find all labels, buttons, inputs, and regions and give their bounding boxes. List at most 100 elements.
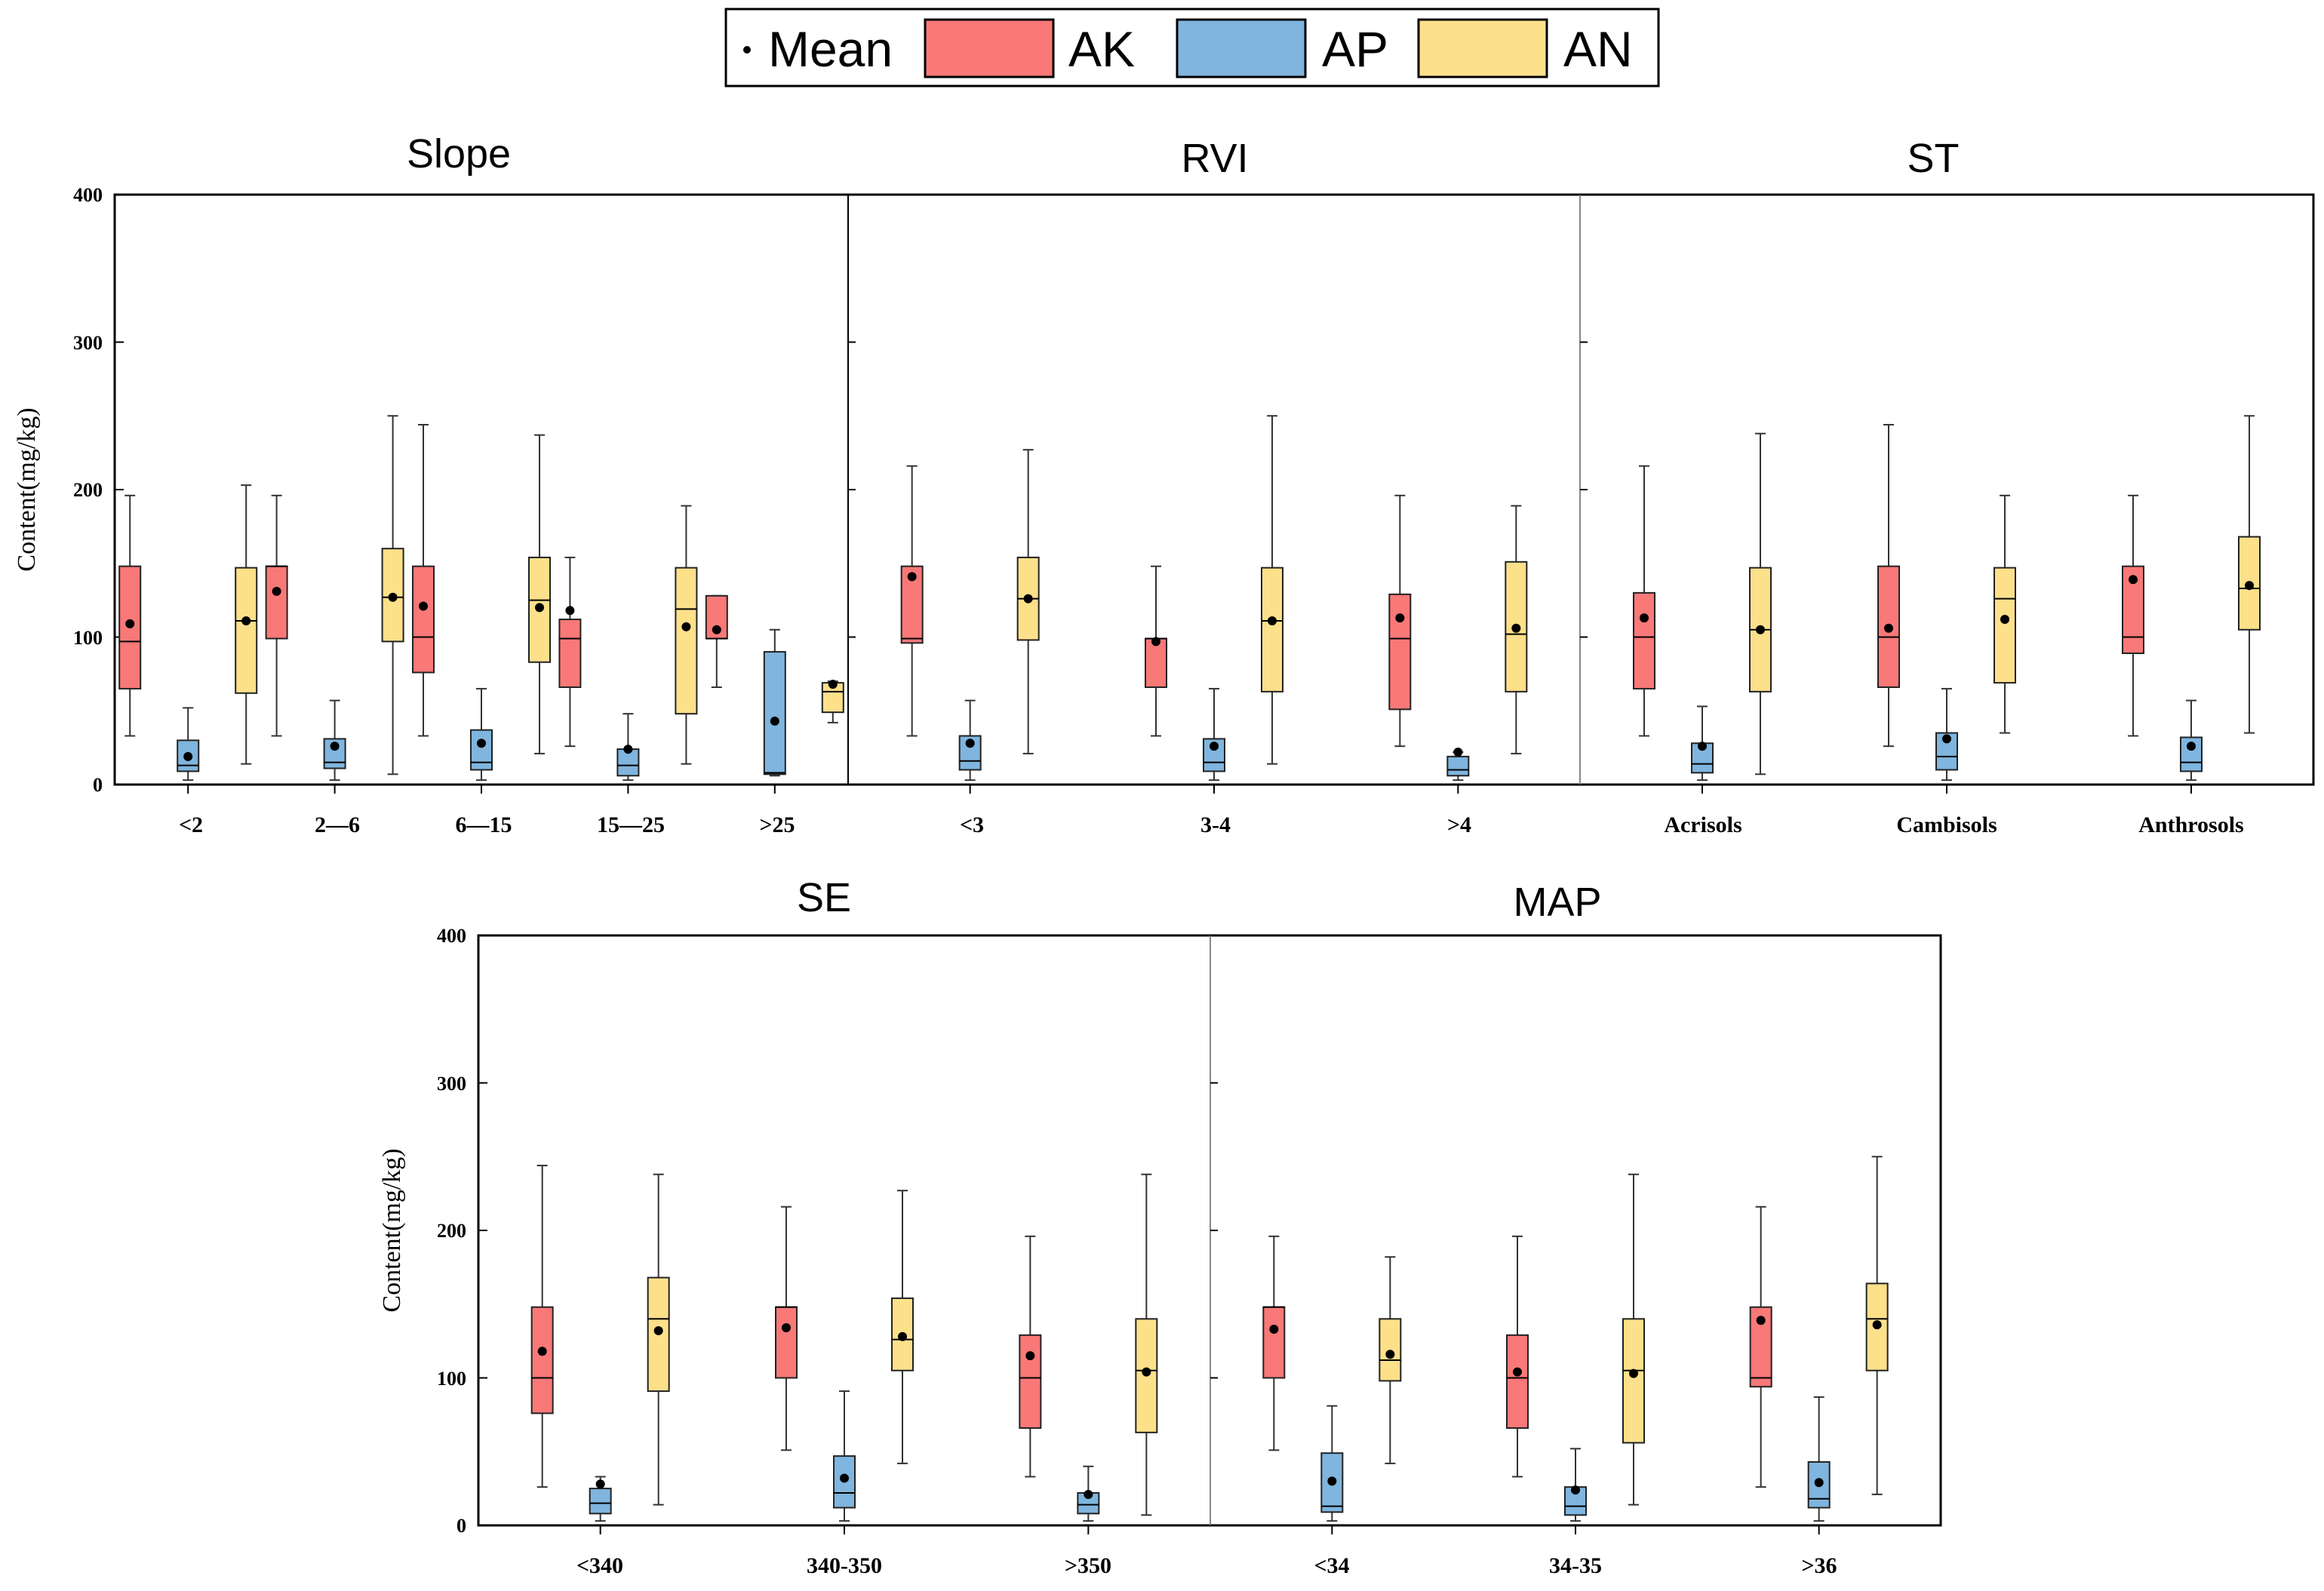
ap-box bbox=[1446, 755, 1470, 777]
panel-title-map: MAP bbox=[1513, 880, 1601, 925]
category-label: >36 bbox=[1801, 1553, 1837, 1578]
category-label: Acrisols bbox=[1664, 812, 1741, 837]
ak-box bbox=[1262, 1306, 1286, 1379]
ak-mean-dot bbox=[782, 1323, 791, 1333]
legend-ak-swatch bbox=[924, 18, 1055, 78]
boxplot-marks bbox=[115, 194, 2261, 1534]
legend-mean-label: Mean bbox=[768, 21, 893, 77]
legend-an-label: AN bbox=[1563, 21, 1633, 77]
ak-mean-dot bbox=[1395, 613, 1405, 623]
ak-mean-dot bbox=[907, 572, 917, 582]
y-tick-label: 400 bbox=[73, 184, 103, 206]
y-tick-label: 300 bbox=[437, 1073, 466, 1095]
category-label: 6—15 bbox=[456, 812, 512, 837]
ap-mean-dot bbox=[1571, 1485, 1580, 1495]
an-mean-dot bbox=[1023, 594, 1033, 604]
an-mean-dot bbox=[653, 1325, 663, 1335]
an-box bbox=[1261, 567, 1283, 693]
ak-mean-dot bbox=[1151, 637, 1160, 647]
ak-box bbox=[1388, 593, 1412, 711]
an-mean-dot bbox=[1268, 616, 1277, 625]
ap-mean-dot bbox=[1698, 742, 1707, 751]
ak-mean-dot bbox=[1640, 613, 1649, 623]
legend-ak-label: AK bbox=[1068, 21, 1135, 77]
ap-mean-dot bbox=[623, 745, 633, 754]
ak-box bbox=[118, 565, 142, 690]
ap-box bbox=[1203, 738, 1225, 772]
an-mean-dot bbox=[1872, 1320, 1882, 1330]
ap-box bbox=[470, 729, 493, 771]
legend-an-swatch bbox=[1417, 18, 1548, 78]
an-box bbox=[675, 567, 698, 715]
an-mean-dot bbox=[898, 1331, 907, 1341]
y-tick-label: 0 bbox=[93, 774, 103, 796]
ap-box bbox=[589, 1488, 612, 1515]
ak-mean-dot bbox=[1513, 1367, 1522, 1377]
ap-mean-dot bbox=[840, 1473, 849, 1483]
y-tick-label: 0 bbox=[456, 1515, 466, 1537]
legend-ap-label: AP bbox=[1322, 21, 1388, 77]
panel-title-se: SE bbox=[797, 875, 851, 920]
category-label: >350 bbox=[1065, 1553, 1111, 1578]
an-mean-dot bbox=[2245, 581, 2254, 591]
ak-mean-dot bbox=[712, 625, 721, 634]
y-tick-label: 300 bbox=[73, 332, 103, 354]
ak-box bbox=[1633, 591, 1655, 690]
ak-box bbox=[1019, 1334, 1042, 1429]
an-mean-dot bbox=[828, 680, 838, 690]
ap-mean-dot bbox=[1453, 747, 1463, 757]
an-box bbox=[235, 567, 258, 694]
ap-mean-dot bbox=[183, 751, 193, 761]
category-label: Cambisols bbox=[1896, 812, 1997, 837]
category-label: <340 bbox=[576, 1553, 623, 1578]
an-mean-dot bbox=[1385, 1350, 1395, 1359]
an-mean-dot bbox=[241, 616, 251, 625]
an-box bbox=[1622, 1318, 1645, 1444]
y-tick-label: 100 bbox=[437, 1368, 466, 1390]
ak-mean-dot bbox=[419, 601, 428, 611]
ak-mean-dot bbox=[565, 606, 575, 616]
category-label: <3 bbox=[960, 812, 984, 837]
ak-box bbox=[775, 1306, 798, 1379]
ak-mean-dot bbox=[1884, 623, 1893, 633]
category-label: <2 bbox=[179, 812, 203, 837]
ak-box bbox=[412, 565, 435, 674]
y-axis-title-bottom: Content(mg/kg) bbox=[378, 1148, 406, 1312]
ap-mean-dot bbox=[477, 739, 486, 748]
an-mean-dot bbox=[388, 592, 398, 602]
ap-mean-dot bbox=[1942, 734, 1951, 744]
category-label: 3-4 bbox=[1200, 812, 1231, 837]
an-mean-dot bbox=[1511, 623, 1521, 633]
ap-box bbox=[763, 651, 786, 776]
ak-mean-dot bbox=[2129, 575, 2138, 585]
ap-mean-dot bbox=[1814, 1478, 1824, 1488]
an-mean-dot bbox=[1629, 1368, 1638, 1378]
ak-mean-dot bbox=[1756, 1316, 1766, 1325]
category-label: 2—6 bbox=[315, 812, 360, 837]
ak-box bbox=[2122, 565, 2144, 655]
ak-box bbox=[1506, 1334, 1529, 1429]
ap-mean-dot bbox=[1327, 1476, 1337, 1486]
an-mean-dot bbox=[1756, 625, 1765, 634]
ap-mean-dot bbox=[2187, 742, 2196, 751]
y-tick-label: 400 bbox=[437, 925, 466, 947]
ap-box bbox=[1691, 742, 1714, 774]
category-label: <34 bbox=[1314, 1553, 1349, 1578]
y-tick-label: 200 bbox=[437, 1220, 466, 1242]
category-label: >25 bbox=[759, 812, 795, 837]
ap-mean-dot bbox=[965, 739, 975, 748]
category-label: 340-350 bbox=[807, 1553, 882, 1578]
panel-title-st: ST bbox=[1907, 136, 1959, 181]
panel-title-rvi: RVI bbox=[1181, 136, 1248, 181]
ap-mean-dot bbox=[330, 742, 340, 751]
an-mean-dot bbox=[535, 603, 544, 613]
ak-mean-dot bbox=[1269, 1324, 1279, 1334]
ap-mean-dot bbox=[595, 1479, 605, 1489]
category-label: 15—25 bbox=[597, 812, 665, 837]
category-label: >4 bbox=[1447, 812, 1471, 837]
an-box bbox=[1994, 567, 2016, 684]
legend-ap-swatch bbox=[1176, 18, 1307, 78]
legend: Mean AK AP AN bbox=[724, 8, 1660, 88]
ak-mean-dot bbox=[125, 619, 135, 628]
